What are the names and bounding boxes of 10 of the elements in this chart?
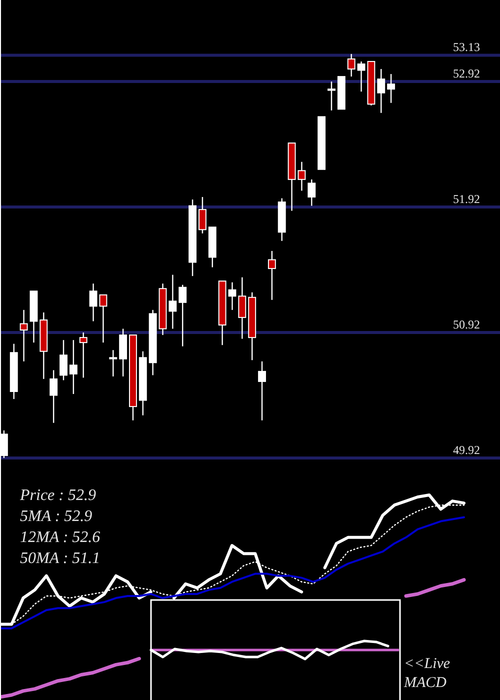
y-tick-label: 50.92 <box>453 318 480 332</box>
y-tick-label: 51.92 <box>453 192 480 206</box>
annotation: Price : 52.9 <box>19 487 96 504</box>
annotation: <<Live MACD <box>403 656 450 691</box>
y-tick-label: 53.13 <box>453 40 480 54</box>
y-tick-label: 52.92 <box>453 66 480 81</box>
annotation: 50MA : 51.1 <box>20 550 100 567</box>
y-tick-label: 49.92 <box>453 443 480 457</box>
annotation: 12MA : 52.6 <box>20 529 100 546</box>
annotation: 5MA : 52.9 <box>20 508 92 525</box>
